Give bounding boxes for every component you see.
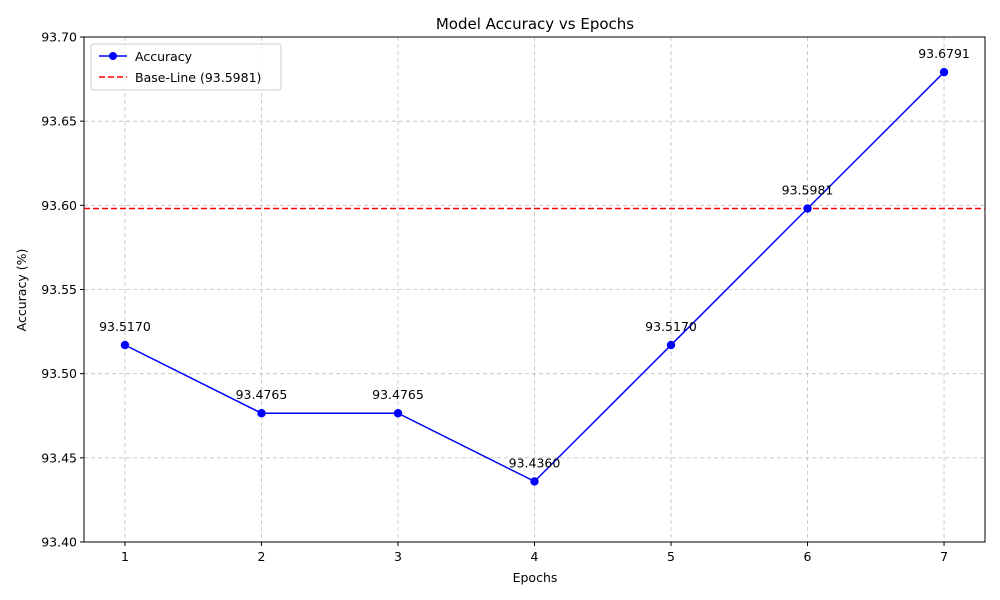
y-tick-label: 93.70 — [41, 30, 77, 45]
legend-box — [90, 43, 282, 91]
x-tick-label: 2 — [257, 549, 265, 564]
x-tick-label: 3 — [394, 549, 402, 564]
x-tick-label: 7 — [940, 549, 948, 564]
y-tick-label: 93.40 — [41, 535, 77, 550]
x-tick-label: 4 — [531, 549, 539, 564]
accuracy-series-points — [120, 67, 949, 486]
x-tick-label: 1 — [121, 549, 129, 564]
y-tick-label: 93.55 — [41, 282, 77, 297]
y-tick-label: 93.45 — [41, 450, 77, 465]
legend-accuracy-label: Accuracy — [135, 49, 193, 64]
legend-accuracy-marker — [109, 52, 117, 60]
legend: Accuracy Base-Line (93.5981) — [90, 43, 282, 91]
accuracy-point — [257, 409, 266, 418]
accuracy-point — [530, 477, 539, 486]
x-tick-label: 5 — [667, 549, 675, 564]
data-label: 93.4360 — [509, 455, 561, 470]
y-axis-title: Accuracy (%) — [14, 249, 29, 332]
x-axis: 1 2 3 4 5 6 7 — [121, 542, 948, 564]
chart-title: Model Accuracy vs Epochs — [436, 15, 634, 33]
accuracy-point — [939, 67, 949, 77]
y-tick-label: 93.60 — [41, 198, 77, 213]
accuracy-point — [666, 340, 676, 350]
data-label: 93.4765 — [236, 387, 288, 402]
data-label: 93.4765 — [372, 387, 424, 402]
accuracy-point — [120, 340, 130, 350]
data-labels: 93.5170 93.4765 93.4765 93.4360 93.5170 93.59… — [99, 46, 970, 470]
y-tick-label: 93.50 — [41, 366, 77, 381]
x-axis-title: Epochs — [513, 570, 558, 585]
data-label: 93.5170 — [645, 319, 697, 334]
legend-baseline-label: Base-Line (93.5981) — [135, 70, 261, 85]
accuracy-point — [393, 409, 403, 418]
accuracy-point — [803, 204, 812, 213]
y-tick-label: 93.65 — [41, 114, 77, 129]
data-label: 93.5981 — [782, 183, 834, 198]
data-label: 93.5170 — [99, 319, 151, 334]
grid — [84, 36, 985, 543]
x-tick-label: 6 — [804, 549, 812, 564]
data-label: 93.6791 — [918, 46, 970, 61]
y-axis: 93.40 93.45 93.50 93.55 93.60 93.65 93.70 — [41, 30, 84, 550]
